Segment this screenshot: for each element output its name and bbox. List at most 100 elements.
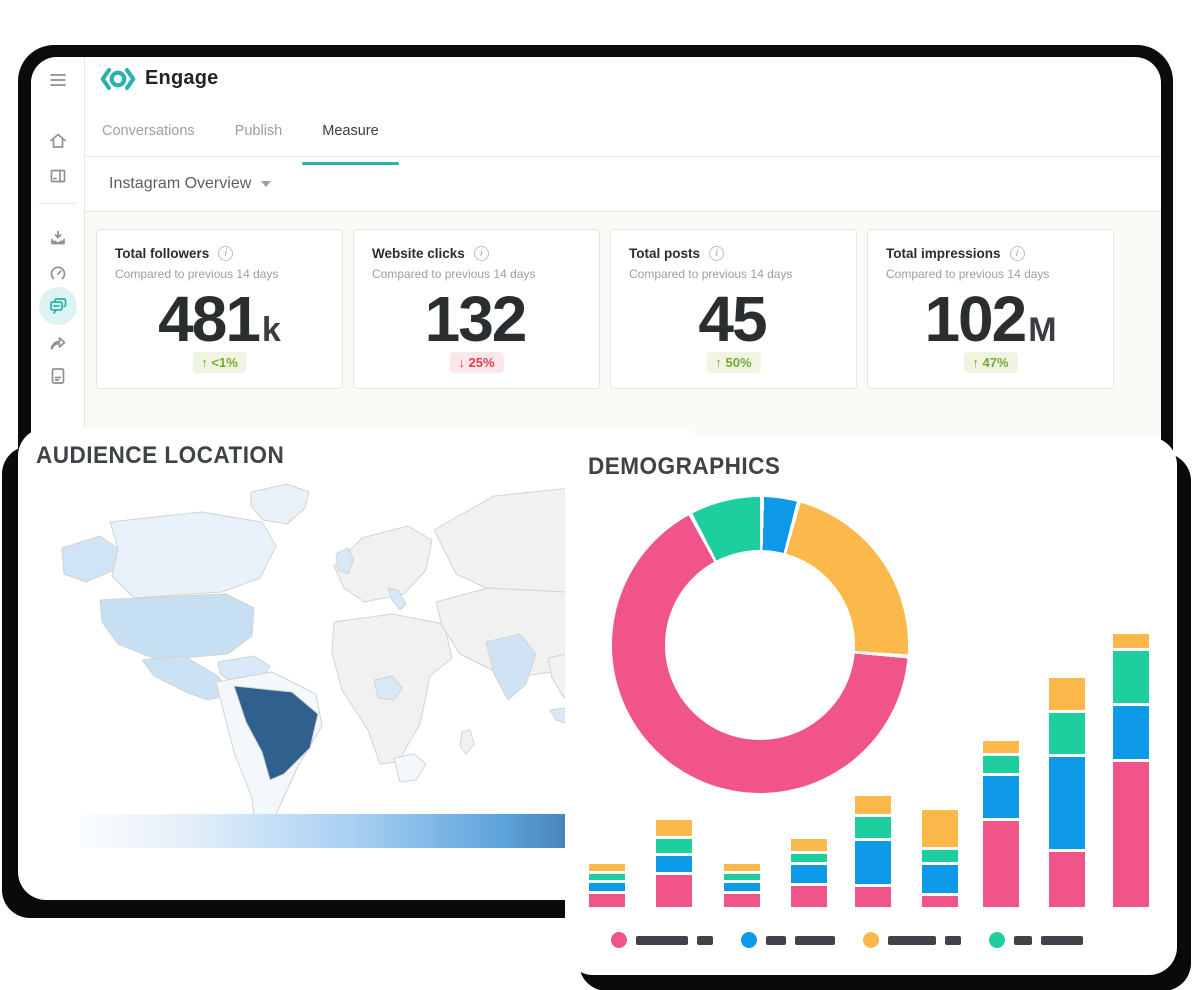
legend-dot-icon <box>611 932 627 948</box>
board-icon <box>50 169 65 183</box>
map-region-canada[interactable] <box>109 511 277 599</box>
bar-segment-green <box>983 756 1019 773</box>
stat-card-delta-badge: ↑ 47% <box>963 352 1018 373</box>
bar-segment-yellow <box>656 820 692 836</box>
stacked-bar-1[interactable] <box>589 864 625 907</box>
map-region-brazil[interactable] <box>233 685 319 781</box>
stacked-bar-4[interactable] <box>791 839 827 907</box>
info-icon[interactable]: i <box>473 246 489 261</box>
stat-card-unit-suffix: k <box>261 311 281 349</box>
stat-card-subtitle: Compared to previous 14 days <box>886 267 1050 281</box>
sidebar-item-performance[interactable] <box>47 262 69 284</box>
document-icon <box>51 368 64 384</box>
legend-redacted-label <box>697 935 713 945</box>
stat-card-delta-badge: ↑ 50% <box>706 352 761 373</box>
stat-card-value: 45 <box>611 282 856 356</box>
stat-card-number: 132 <box>424 283 528 355</box>
audience-location-title: AUDIENCE LOCATION <box>36 442 285 469</box>
bar-segment-pink <box>589 894 625 907</box>
map-region-greenland[interactable] <box>250 483 310 525</box>
legend-item-2[interactable] <box>741 932 835 948</box>
bar-segment-blue <box>724 883 760 891</box>
sidebar-item-home[interactable] <box>47 130 69 152</box>
legend-item-3[interactable] <box>863 932 961 948</box>
stacked-bar-3[interactable] <box>724 864 760 907</box>
bar-segment-yellow <box>724 864 760 871</box>
bar-segment-green <box>1113 651 1149 703</box>
report-selector-dropdown[interactable]: Instagram Overview <box>109 175 272 193</box>
demographics-donut-chart[interactable] <box>612 497 908 793</box>
bar-segment-yellow <box>589 864 625 871</box>
bar-segment-blue <box>983 776 1019 818</box>
info-icon[interactable]: i <box>1009 246 1025 261</box>
map-region-united-states[interactable] <box>99 593 255 661</box>
sidebar-item-inbox[interactable] <box>47 227 69 249</box>
sidebar-item-conversations-active[interactable] <box>38 287 77 325</box>
demographics-stacked-bar-chart[interactable] <box>589 607 1155 907</box>
chart-legend <box>611 931 1153 949</box>
bar-segment-green <box>1049 713 1085 754</box>
stacked-bar-2[interactable] <box>656 820 692 907</box>
header-divider <box>85 156 1161 157</box>
tab-bar: Conversations Publish Measure <box>100 117 400 165</box>
bar-segment-blue <box>922 865 958 893</box>
bar-segment-pink <box>1049 852 1085 907</box>
legend-redacted-label <box>636 935 688 945</box>
sidebar-item-boards[interactable] <box>47 165 69 187</box>
bar-segment-green <box>656 839 692 853</box>
map-region-italy[interactable] <box>387 587 407 611</box>
stacked-bar-7[interactable] <box>983 741 1019 907</box>
stacked-bar-5[interactable] <box>855 796 891 907</box>
bar-segment-green <box>589 874 625 880</box>
gauge-icon <box>50 266 65 280</box>
legend-item-4[interactable] <box>989 932 1083 948</box>
legend-dot-icon <box>989 932 1005 948</box>
stat-card-title: Website clicks <box>372 246 465 261</box>
chevron-down-icon <box>261 181 272 187</box>
bar-segment-yellow <box>855 796 891 814</box>
legend-item-1[interactable] <box>611 932 713 948</box>
hamburger-icon <box>49 74 66 86</box>
hamburger-menu-button[interactable] <box>47 69 69 91</box>
stat-card-number: 481 <box>158 283 261 355</box>
report-selector-label: Instagram Overview <box>109 175 252 192</box>
stat-card-subtitle: Compared to previous 14 days <box>629 267 793 281</box>
delta-arrow-icon: ↓ <box>458 355 465 370</box>
stat-card-row: Total followers i Compared to previous 1… <box>96 229 1114 389</box>
stat-card-unit-suffix: M <box>1028 311 1057 349</box>
bar-segment-blue <box>855 841 891 884</box>
tab-conversations[interactable]: Conversations <box>102 123 195 139</box>
info-icon[interactable]: i <box>709 246 725 261</box>
stacked-bar-6[interactable] <box>922 810 958 907</box>
stat-card: Total impressions i Compared to previous… <box>867 229 1114 389</box>
map-region-united-kingdom[interactable] <box>335 547 355 575</box>
tab-publish[interactable]: Publish <box>234 123 283 139</box>
delta-arrow-icon: ↑ <box>972 355 979 370</box>
stacked-bar-8[interactable] <box>1049 678 1085 907</box>
chat-icon <box>49 298 66 314</box>
delta-value: 47% <box>982 355 1009 370</box>
bar-segment-blue <box>1049 757 1085 849</box>
map-region-india[interactable] <box>485 633 537 701</box>
bar-segment-yellow <box>791 839 827 851</box>
map-region-madagascar[interactable] <box>459 729 475 755</box>
stat-card-number: 45 <box>698 283 767 355</box>
bar-segment-pink <box>724 894 760 907</box>
sidebar-item-share[interactable] <box>47 332 69 354</box>
demographics-card: DEMOGRAPHICS <box>565 437 1177 975</box>
tab-measure[interactable]: Measure <box>302 117 400 165</box>
map-region-south-africa[interactable] <box>393 753 427 783</box>
legend-redacted-label <box>1014 935 1032 945</box>
stacked-bar-9[interactable] <box>1113 634 1149 907</box>
bar-segment-green <box>855 817 891 838</box>
stat-card-number: 102 <box>924 283 1027 355</box>
map-region-alaska[interactable] <box>61 535 121 583</box>
bar-segment-blue <box>656 856 692 872</box>
stat-card-title: Total posts <box>629 246 701 261</box>
bar-segment-pink <box>656 875 692 907</box>
map-region-europe[interactable] <box>333 525 433 603</box>
info-icon[interactable]: i <box>218 246 234 261</box>
sidebar-item-reports[interactable] <box>47 365 69 387</box>
map-region-nigeria[interactable] <box>373 675 403 701</box>
bar-segment-yellow <box>983 741 1019 753</box>
